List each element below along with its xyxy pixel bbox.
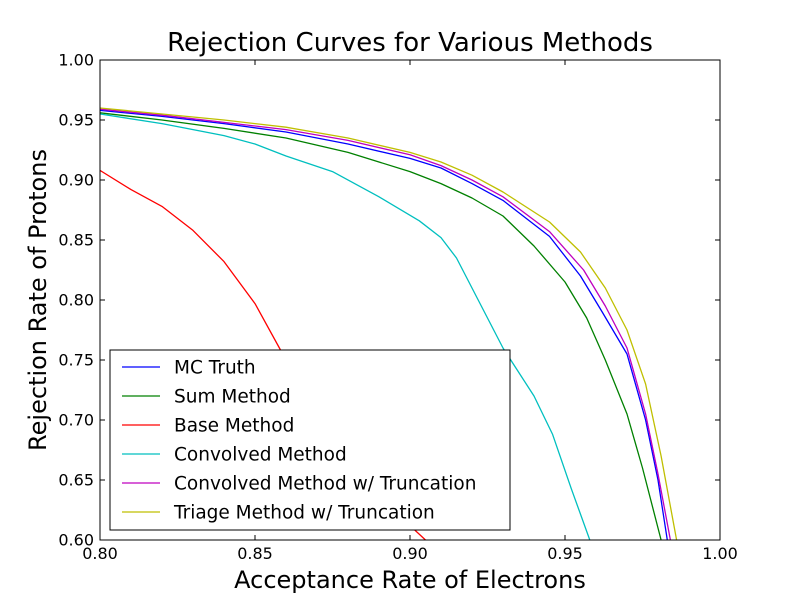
series-line-0 [100,109,668,540]
legend-label-3: Convolved Method [174,445,347,466]
legend-box [109,349,511,531]
series-line-3 [100,113,591,540]
y-tick-label: 0.60 [58,531,94,550]
y-tick-label: 1.00 [58,51,94,70]
y-tick-label: 0.80 [58,291,94,310]
legend-label-5: Triage Method w/ Truncation [173,503,435,524]
y-tick-label: 0.70 [58,411,94,430]
series-lines [100,107,678,540]
chart-title: Rejection Curves for Various Methods [167,28,653,58]
x-axis-label: Acceptance Rate of Electrons [234,566,586,594]
x-tick-label: 1.00 [702,544,738,563]
legend-label-1: Sum Method [174,387,291,408]
legend-label-2: Base Method [174,416,294,437]
y-tick-label: 0.90 [58,171,94,190]
legend: MC Truth Sum Method Base Method Convolved M… [109,349,511,531]
y-tick-label: 0.65 [58,471,94,490]
y-tick-label: 0.85 [58,231,94,250]
x-tick-label: 0.85 [237,544,273,563]
axis-ticks: 0.80 0.85 0.90 0.95 1.00 0.60 0.65 0.70 0.75 0.80… [58,51,737,564]
x-tick-label: 0.80 [82,544,118,563]
series-line-5 [100,107,678,540]
series-line-1 [100,112,662,540]
x-tick-label: 0.95 [547,544,583,563]
x-tick-label: 0.90 [392,544,428,563]
y-tick-label: 0.95 [58,111,94,130]
legend-label-4: Convolved Method w/ Truncation [174,474,476,495]
legend-label-0: MC Truth [174,358,256,379]
y-tick-label: 0.75 [58,351,94,370]
y-axis-label: Rejection Rate of Protons [24,149,52,451]
series-line-4 [100,108,672,540]
